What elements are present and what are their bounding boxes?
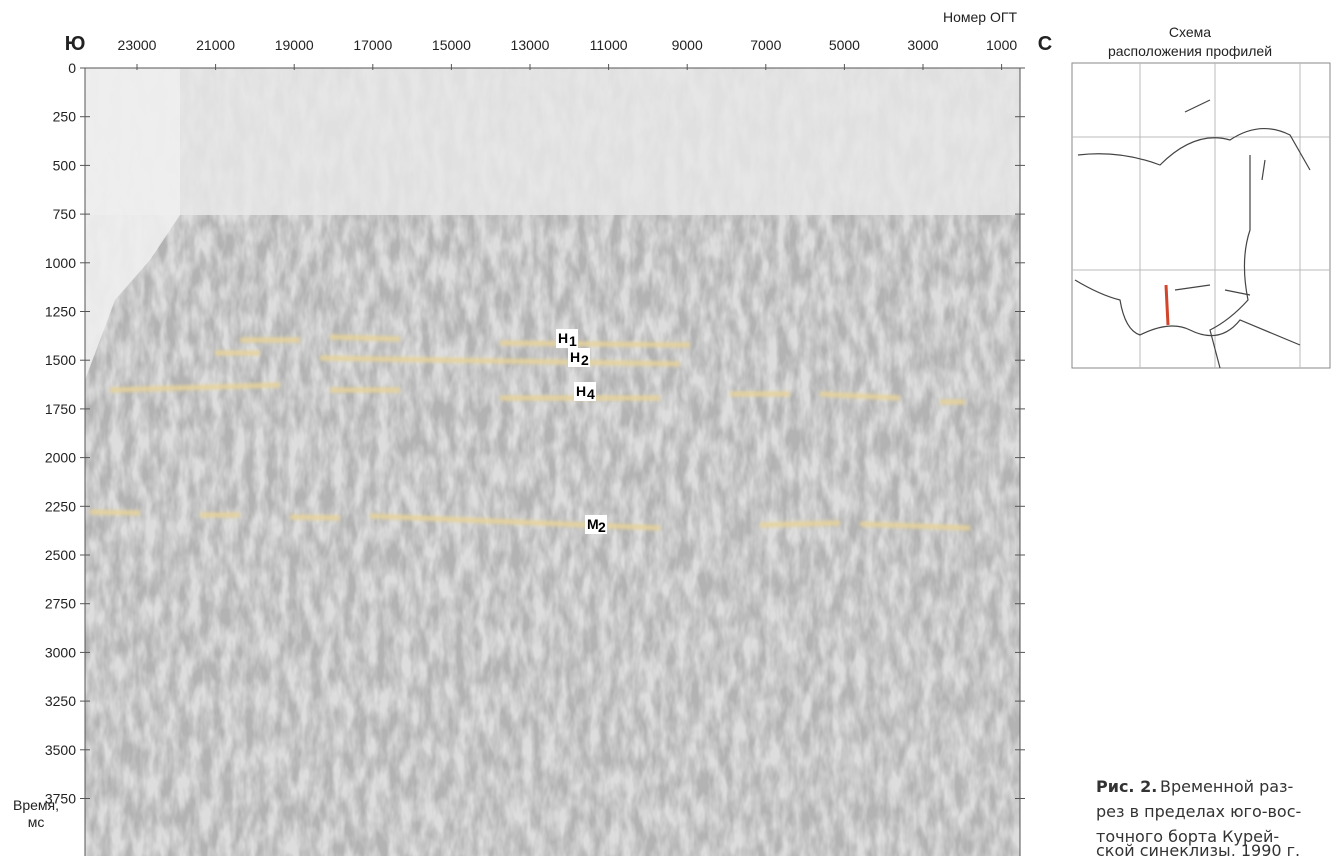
x-tick-label: 9000 [672, 37, 703, 53]
seismic-section [85, 68, 1020, 856]
y-tick-label: 3500 [45, 742, 76, 758]
x-tick-label: 1000 [986, 37, 1017, 53]
horizon-label: H [558, 330, 568, 346]
x-tick-label: 15000 [432, 37, 471, 53]
caption: Рис. 2. Временной раз- рез в пределах юг… [1096, 777, 1301, 856]
axis-end-label: Ю [65, 33, 86, 55]
figure: 2300021000190001700015000130001100090007… [0, 0, 1338, 856]
y-tick-label: 750 [53, 206, 77, 222]
x-tick-label: 7000 [750, 37, 781, 53]
y-tick-label: 2500 [45, 547, 76, 563]
x-axis: 23000 21000 19000 17000 15000 13000 11000 9000 7… [118, 37, 1018, 70]
caption-label: Рис. 2. [1096, 777, 1157, 796]
x-tick-label: 11000 [590, 37, 628, 53]
axis-end-label: С [1038, 33, 1052, 55]
y-tick-label: 0 [68, 60, 76, 76]
horizon-subscript: 1 [569, 333, 577, 349]
caption-line: рез в пределах юго-вос- [1096, 802, 1301, 821]
x-tick-label: 19000 [275, 37, 314, 53]
horizon-subscript: 4 [587, 386, 595, 402]
horizon-label: H [576, 383, 586, 399]
x-tick-label: 23000 [118, 37, 157, 53]
y-tick-label: 1000 [45, 255, 76, 271]
y-tick-label: 1250 [45, 304, 76, 320]
profile-line [1166, 285, 1168, 325]
y-tick-label: 500 [53, 157, 77, 173]
inset-map: Схема расположения профилей [1072, 24, 1330, 368]
x-axis-title: Номер ОГТ [943, 9, 1017, 25]
y-tick-label: 1750 [45, 401, 76, 417]
y-tick-label: 2750 [45, 596, 76, 612]
y-axis-title: мс [28, 814, 45, 830]
x-tick-label: 13000 [511, 37, 550, 53]
horizon-label: H [570, 349, 580, 365]
x-tick-label: 5000 [829, 37, 860, 53]
inset-title: расположения профилей [1108, 43, 1272, 59]
x-tick-label: 21000 [196, 37, 235, 53]
caption-line: Временной раз- [1160, 777, 1293, 796]
y-tick-label: 2000 [45, 450, 76, 466]
y-tick-label: 3250 [45, 693, 76, 709]
horizon-subscript: 2 [598, 519, 606, 535]
y-tick-label: 3000 [45, 644, 76, 660]
inset-title: Схема [1169, 24, 1211, 40]
horizon-subscript: 2 [581, 352, 589, 368]
x-tick-label: 3000 [907, 37, 938, 53]
y-tick-label: 1500 [45, 352, 76, 368]
caption-line: ской синеклизы, 1990 г. [1096, 841, 1300, 856]
x-tick-label: 17000 [353, 37, 392, 53]
page: 2300021000190001700015000130001100090007… [0, 0, 1338, 856]
y-axis-title: Время, [13, 797, 59, 813]
y-tick-label: 250 [53, 109, 77, 125]
y-tick-label: 2250 [45, 498, 76, 514]
horizon-label: M [587, 516, 599, 532]
